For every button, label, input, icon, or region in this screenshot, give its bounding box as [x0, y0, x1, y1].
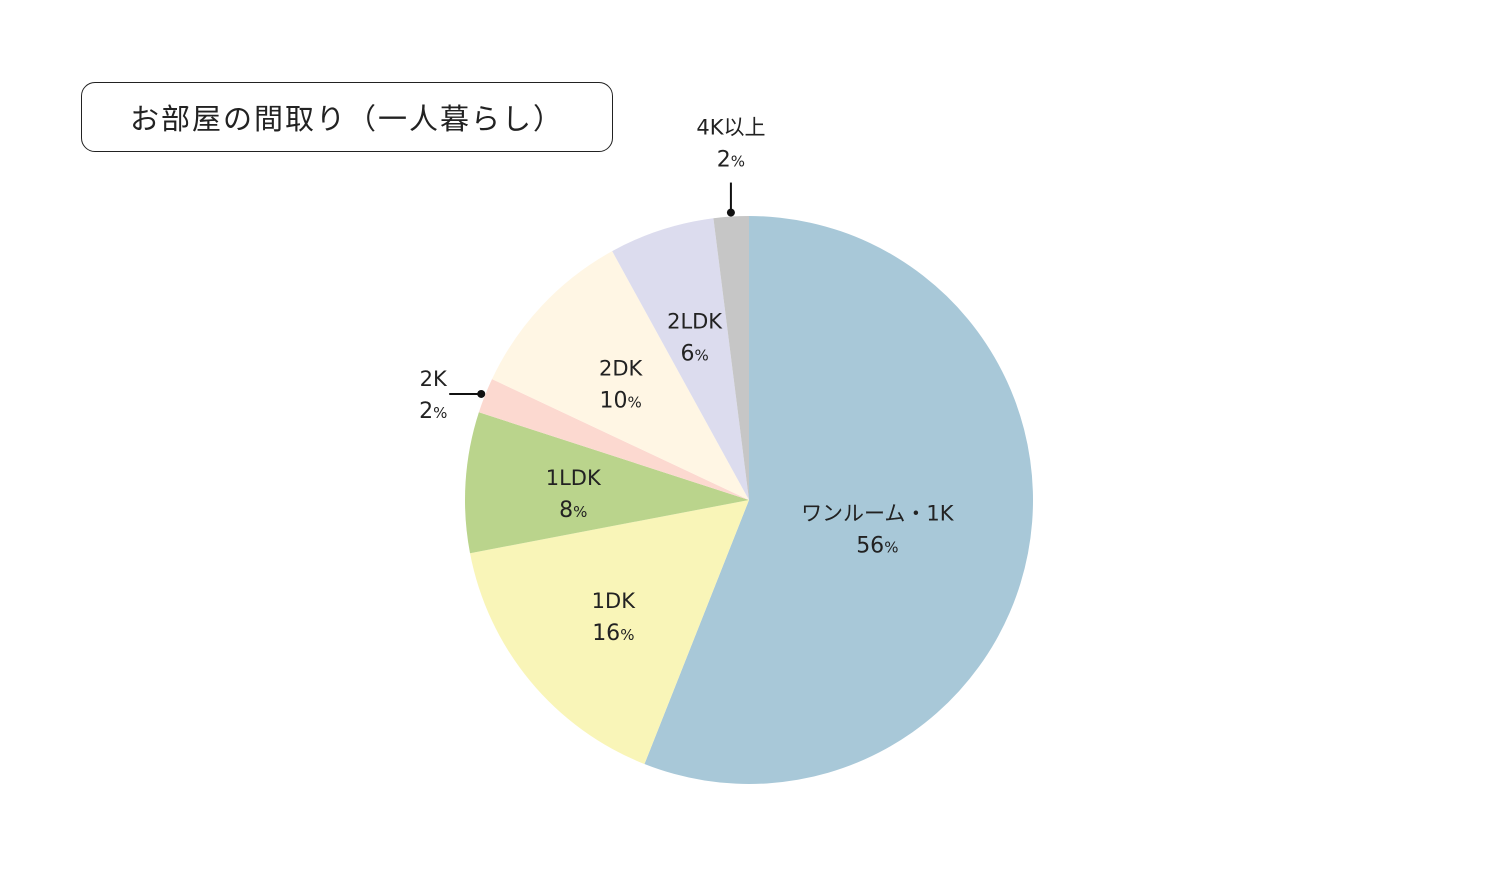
pie-slice-1dk [470, 500, 749, 765]
slice-labels: ワンルーム・1K 56% 1DK 16% 1LDK 8% 2K 2% 2DK 10% 2LDK 6% 4… [419, 116, 955, 647]
pie-slices [465, 216, 1034, 784]
pie-slice-1k [644, 216, 1034, 784]
slice-value-2k: 2% [419, 399, 447, 424]
pie-slice-2dk [492, 251, 749, 500]
slice-value-2dk: 10% [600, 388, 642, 413]
slice-label-2k: 2K [420, 367, 448, 391]
slice-value-1k: 56% [856, 533, 898, 558]
pie-slice-1ldk [465, 412, 749, 554]
slice-label-4k: 4K以上 [696, 116, 765, 140]
pie-slice-2ldk [612, 218, 749, 500]
leader-lines [449, 182, 735, 398]
slice-label-2ldk: 2LDK [667, 310, 723, 334]
slice-label-1dk: 1DK [592, 589, 637, 613]
slice-label-2dk: 2DK [599, 356, 644, 380]
pie-slice-4k [713, 216, 749, 500]
slice-label-1ldk: 1LDK [546, 466, 602, 490]
slice-value-1dk: 16% [592, 621, 634, 646]
slice-value-1ldk: 8% [559, 498, 587, 523]
slice-value-2ldk: 6% [680, 342, 708, 367]
pie-slice-2k [478, 379, 749, 500]
slice-value-4k: 2% [717, 148, 745, 173]
chart-title: お部屋の間取り（一人暮らし） [130, 102, 565, 136]
slice-label-1k: ワンルーム・1K [801, 501, 955, 525]
chart-title-box: お部屋の間取り（一人暮らし） [81, 82, 613, 152]
